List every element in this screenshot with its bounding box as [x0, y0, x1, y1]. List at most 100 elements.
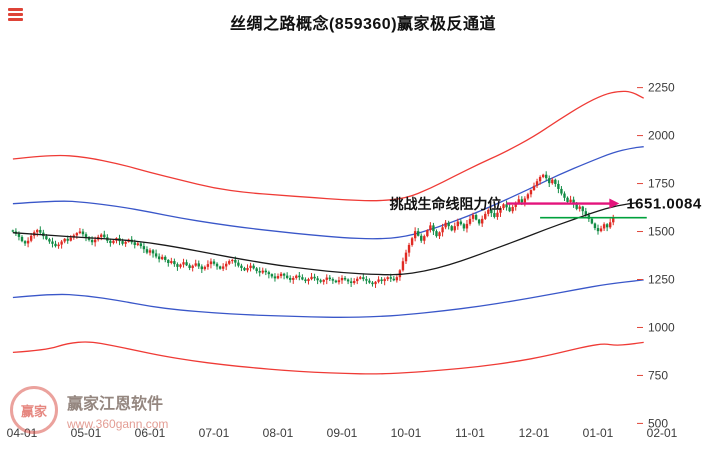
candle-body	[511, 206, 514, 212]
y-axis-label: 1500	[648, 225, 675, 239]
candle-body	[167, 259, 170, 263]
y-axis-label: 2000	[648, 129, 675, 143]
band-outer-upper	[12, 90, 645, 202]
watermark-url: www.360gann.com	[67, 416, 169, 431]
candle-body	[538, 177, 542, 182]
band-inner-lower	[12, 279, 644, 318]
candle-body	[560, 188, 563, 194]
candle-body	[164, 256, 167, 260]
candle-body	[453, 226, 456, 231]
candle-body	[389, 277, 392, 279]
candle-body	[551, 179, 554, 184]
candle-body	[514, 202, 517, 207]
candle-body	[93, 239, 97, 243]
candle-body	[75, 233, 79, 236]
candle-body	[78, 231, 82, 234]
candle-body	[490, 210, 493, 214]
candle-body	[599, 228, 603, 232]
candle-body	[569, 199, 572, 202]
candle-body	[407, 244, 411, 253]
candle-body	[416, 231, 420, 236]
candle-body	[313, 276, 316, 279]
candle-body	[36, 229, 39, 233]
candle-body	[39, 229, 42, 233]
candle-body	[374, 281, 377, 285]
candle-body	[438, 232, 441, 237]
candle-body	[605, 224, 609, 228]
candle-body	[517, 199, 520, 203]
candle-body	[352, 281, 356, 283]
candle-body	[160, 256, 164, 260]
chart-title: 丝绸之路概念(859360)赢家极反通道	[229, 16, 497, 33]
candle-body	[60, 241, 63, 245]
candle-body	[301, 277, 304, 280]
candle-body	[362, 277, 365, 280]
candle-body	[349, 281, 353, 283]
x-axis-label: 09-01	[327, 426, 358, 440]
candle-body	[285, 275, 289, 278]
x-axis-label: 05-01	[71, 426, 102, 440]
candle-body	[200, 266, 204, 270]
candle-body	[282, 273, 286, 276]
candle-body	[276, 276, 280, 279]
menu-icon[interactable]	[8, 8, 23, 21]
candle-body	[520, 199, 524, 203]
x-axis-label: 06-01	[135, 426, 166, 440]
candle-body	[325, 277, 328, 280]
candle-body	[209, 261, 213, 265]
candle-body	[590, 218, 594, 224]
candle-body	[66, 238, 69, 241]
candle-body	[377, 279, 380, 282]
watermark: 赢家 赢家江恩软件 www.360gann.com	[10, 386, 168, 434]
x-axis-label: 01-01	[583, 426, 614, 440]
candle-body	[17, 233, 21, 237]
candle-body	[541, 174, 545, 178]
candle-body	[295, 275, 298, 278]
candle-body	[505, 204, 508, 208]
candle-body	[447, 222, 450, 227]
candle-body	[240, 265, 243, 268]
candle-body	[477, 219, 481, 224]
seal-text: 赢家	[20, 403, 47, 419]
x-axis-label: 11-01	[455, 426, 485, 440]
candle-body	[206, 264, 210, 267]
candle-body	[218, 266, 222, 269]
candle-body	[109, 240, 112, 244]
candle-body	[179, 264, 182, 267]
candle-body	[23, 241, 27, 244]
candle-body	[69, 237, 72, 241]
candle-body	[529, 190, 533, 195]
candle-body	[45, 236, 48, 240]
candle-body	[170, 261, 173, 263]
y-axis-label: 1000	[648, 320, 675, 334]
brand-seal-logo: 赢家	[10, 386, 58, 434]
candle-body	[548, 178, 551, 184]
candle-body	[224, 263, 228, 267]
menu-bar	[8, 13, 23, 16]
candle-body	[273, 276, 277, 279]
candle-body	[386, 277, 389, 280]
candle-body	[359, 277, 362, 279]
candle-body	[157, 256, 161, 260]
candle-body	[346, 279, 350, 282]
candle-body	[368, 280, 371, 283]
candle-body	[90, 239, 94, 243]
candle-body	[426, 229, 429, 237]
x-axis-label: 02-01	[647, 426, 678, 440]
candle-body	[121, 241, 124, 244]
candle-body	[29, 235, 33, 241]
candle-body	[328, 277, 332, 280]
candle-body	[48, 239, 51, 242]
candle-body	[502, 204, 505, 209]
candle-body	[212, 261, 216, 264]
watermark-texts: 赢家江恩软件 www.360gann.com	[67, 390, 168, 431]
candle-body	[383, 279, 386, 282]
candle-body	[145, 249, 149, 253]
candle-body	[307, 279, 310, 282]
candle-body	[371, 282, 374, 285]
candle-body	[450, 226, 453, 231]
candle-body	[563, 193, 566, 198]
candle-body	[526, 194, 530, 199]
candle-body	[87, 237, 91, 240]
